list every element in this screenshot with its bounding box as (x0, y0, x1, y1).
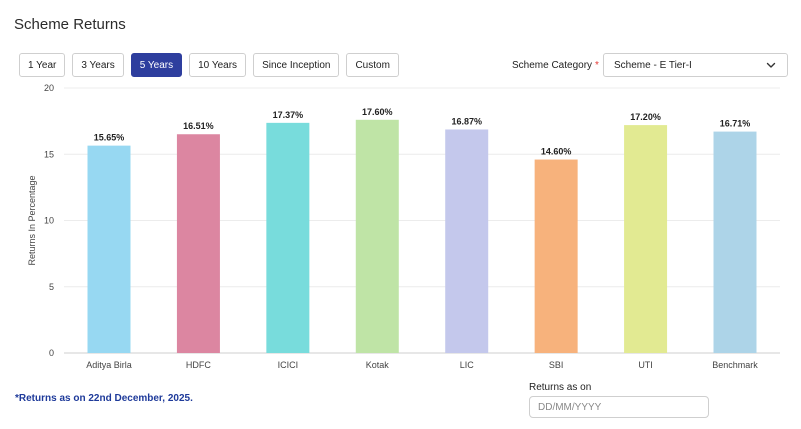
required-mark: * (595, 60, 599, 71)
x-tick-label: SBI (549, 360, 564, 370)
y-tick-label: 0 (49, 348, 54, 358)
x-tick-label: UTI (638, 360, 653, 370)
data-label: 14.60% (541, 147, 572, 157)
x-tick-label: Benchmark (712, 360, 758, 370)
bar-benchmark (713, 131, 757, 353)
scheme-category-value: Scheme - E Tier-I (614, 59, 692, 71)
y-axis-label: Returns In Percentage (27, 175, 37, 265)
bar-uti (624, 125, 668, 353)
chevron-down-icon (766, 62, 776, 68)
scheme-category-label: Scheme Category * (512, 60, 599, 71)
returns-date-input[interactable] (529, 396, 709, 418)
returns-bar-chart: 0 5 10 15 20 Returns In Percentage 15.65% Adity… (27, 83, 780, 370)
data-label: 16.51% (183, 121, 214, 131)
period-buttons: 1 Year 3 Years 5 Years 10 Years Since In… (19, 53, 399, 77)
data-label: 16.71% (720, 119, 751, 129)
bar-icici (266, 122, 310, 353)
period-10-years-button[interactable]: 10 Years (189, 53, 247, 77)
period-since-inception-button[interactable]: Since Inception (253, 53, 340, 77)
data-label: 15.65% (94, 133, 125, 143)
bar-kotak (355, 119, 399, 353)
scheme-category-label-text: Scheme Category (512, 60, 593, 71)
data-label: 17.37% (273, 110, 304, 120)
y-tick-label: 10 (44, 216, 54, 226)
y-tick-label: 15 (44, 149, 54, 159)
x-tick-label: HDFC (186, 360, 211, 370)
y-tick-label: 20 (44, 83, 54, 93)
page-title: Scheme Returns (14, 16, 126, 33)
returns-as-on-label: Returns as on (529, 382, 592, 393)
y-tick-label: 5 (49, 282, 54, 292)
returns-footnote: *Returns as on 22nd December, 2025. (15, 393, 193, 404)
period-custom-button[interactable]: Custom (346, 53, 399, 77)
bar-lic (445, 129, 489, 353)
period-3-years-button[interactable]: 3 Years (72, 53, 124, 77)
period-1-year-button[interactable]: 1 Year (19, 53, 66, 77)
x-tick-label: Kotak (366, 360, 390, 370)
bar-hdfc (176, 134, 220, 353)
x-tick-label: LIC (460, 360, 475, 370)
data-label: 17.60% (362, 107, 393, 117)
x-tick-label: Aditya Birla (86, 360, 132, 370)
data-label: 16.87% (451, 116, 482, 126)
data-label: 17.20% (630, 112, 661, 122)
x-tick-label: ICICI (278, 360, 299, 370)
bar-aditya-birla (87, 145, 131, 353)
scheme-category-select[interactable]: Scheme - E Tier-I (603, 53, 788, 77)
bar-sbi (534, 159, 578, 353)
period-5-years-button[interactable]: 5 Years (130, 53, 183, 77)
